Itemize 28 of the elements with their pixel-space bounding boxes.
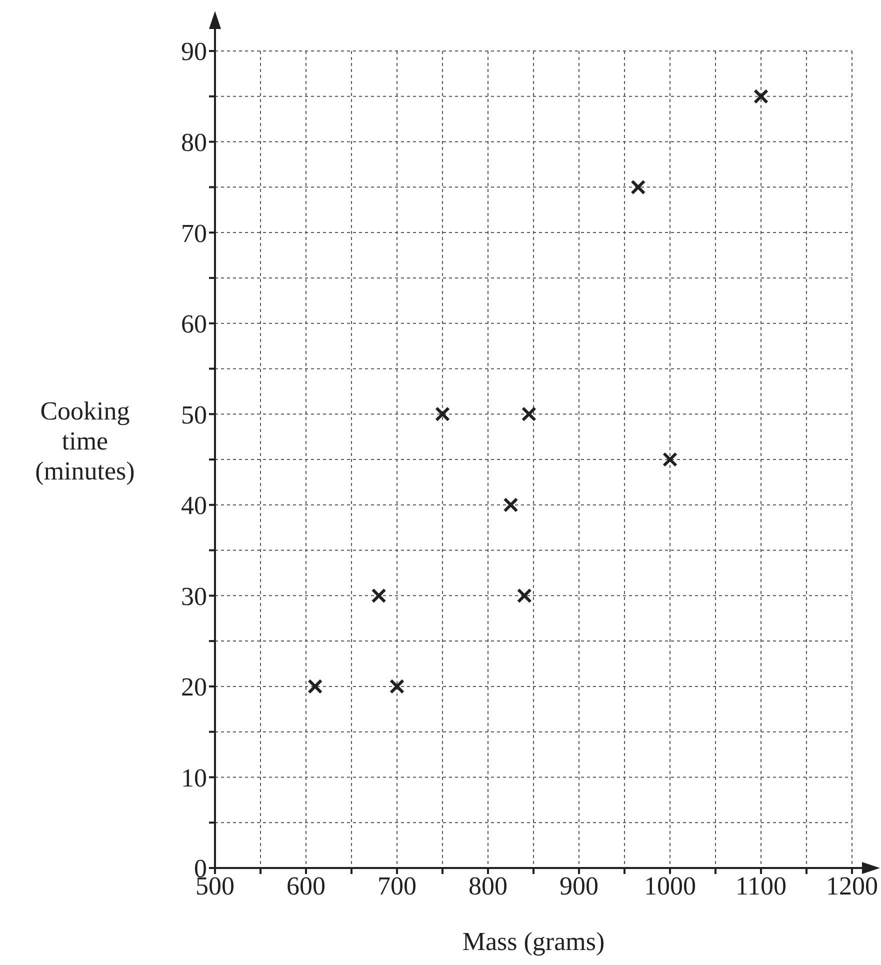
x-tick-label: 1200 bbox=[826, 871, 878, 900]
x-axis-title: Mass (grams) bbox=[462, 927, 605, 956]
y-axis-title: Cooking time (minutes) bbox=[35, 396, 135, 486]
y-tick-label: 30 bbox=[181, 582, 207, 611]
x-tick-label: 600 bbox=[286, 871, 326, 900]
point bbox=[308, 678, 323, 694]
y-tick-label: 40 bbox=[181, 491, 207, 520]
point bbox=[630, 180, 646, 195]
point bbox=[435, 406, 450, 422]
y-tick-label: 70 bbox=[181, 218, 207, 248]
y-tick-label: 80 bbox=[181, 128, 207, 158]
point bbox=[390, 678, 404, 694]
point bbox=[516, 588, 532, 604]
x-tick-label: 1100 bbox=[735, 871, 787, 900]
point bbox=[503, 497, 518, 512]
point bbox=[662, 452, 678, 467]
x-tick-label: 700 bbox=[378, 871, 416, 900]
x-tick-label: 1000 bbox=[644, 871, 696, 900]
x-tick-label: 800 bbox=[468, 871, 508, 900]
x-tick-label: 900 bbox=[560, 871, 598, 900]
y-tick-label: 10 bbox=[181, 763, 207, 792]
y-tick-label: 20 bbox=[181, 672, 207, 702]
point bbox=[371, 588, 386, 604]
y-tick-label: 50 bbox=[181, 400, 207, 430]
y-tick-label: 60 bbox=[181, 310, 207, 339]
point bbox=[754, 88, 768, 104]
y-tick-label: 90 bbox=[181, 37, 207, 66]
point bbox=[521, 406, 536, 422]
